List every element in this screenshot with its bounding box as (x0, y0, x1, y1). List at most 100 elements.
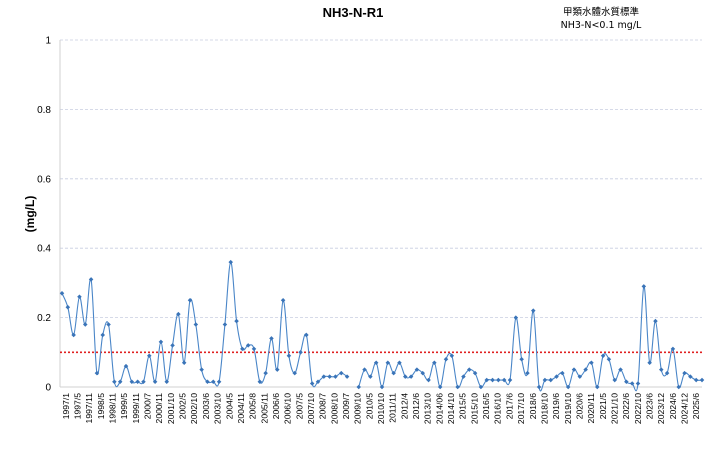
data-point (298, 350, 303, 355)
x-tick-label: 2024/12 (679, 393, 689, 424)
data-point (292, 370, 297, 376)
data-point (653, 318, 658, 324)
data-point (426, 377, 431, 383)
data-point (536, 384, 542, 390)
standard-title: 甲類水體水質標準 (563, 6, 640, 18)
x-tick-label: 2019/10 (563, 393, 573, 424)
x-tick-label: 2001/10 (166, 393, 176, 424)
data-point (531, 308, 536, 313)
x-tick-label: 2015/5 (458, 393, 468, 420)
x-tick-label: 2008/10 (329, 393, 339, 424)
data-point (135, 379, 140, 385)
x-tick-label: 2009/10 (353, 393, 363, 424)
x-tick-label: 2015/10 (469, 393, 479, 424)
data-point (414, 367, 420, 372)
x-tick-label: 1998/11 (108, 393, 118, 424)
data-point (647, 360, 652, 365)
data-point (670, 346, 676, 352)
data-point (286, 353, 292, 359)
data-point (240, 346, 245, 352)
data-point (484, 377, 489, 383)
x-tick-label: 2016/5 (481, 393, 491, 420)
x-tick-label: 2019/6 (551, 393, 561, 420)
data-point (362, 367, 367, 372)
data-point (519, 356, 524, 362)
data-point (595, 384, 600, 390)
data-point (187, 297, 193, 303)
data-point (461, 374, 466, 379)
data-point (624, 379, 629, 385)
x-tick-label: 2005/11 (259, 393, 269, 424)
data-point (408, 374, 414, 379)
data-point (339, 370, 344, 376)
data-point (699, 377, 705, 383)
data-point (490, 377, 495, 383)
y-tick-label: 0.2 (37, 313, 51, 324)
data-point (199, 367, 204, 372)
data-point (356, 384, 361, 390)
data-point (269, 336, 274, 341)
data-point (315, 379, 321, 385)
x-tick-label: 2012/6 (411, 393, 421, 420)
x-tick-label: 1997/11 (84, 393, 94, 424)
data-point (112, 379, 117, 385)
x-tick-label: 2005/8 (248, 393, 258, 420)
data-point (158, 339, 164, 345)
series-markers (59, 259, 705, 390)
data-point (688, 374, 693, 379)
x-tick-label: 2017/10 (516, 393, 526, 424)
data-point (257, 379, 263, 385)
y-tick-label: 0 (45, 383, 51, 394)
data-point (501, 377, 507, 383)
x-tick-label: 2025/6 (691, 393, 701, 420)
data-point (472, 370, 478, 376)
data-point (664, 370, 670, 376)
x-tick-label: 2003/10 (213, 393, 223, 424)
data-point (525, 370, 530, 376)
x-tick-label: 2014/06 (434, 393, 444, 424)
x-tick-label: 2002/5 (178, 393, 188, 420)
x-tick-label: 2006/6 (271, 393, 281, 420)
data-point (600, 353, 606, 359)
data-point (420, 370, 425, 376)
x-tick-label: 2000/11 (154, 393, 164, 424)
data-point (693, 377, 699, 383)
data-point (94, 370, 100, 376)
x-tick-label: 1999/5 (119, 393, 129, 420)
x-tick-label: 2003/6 (201, 393, 211, 420)
data-point (560, 370, 565, 376)
data-point (327, 374, 332, 379)
data-point (659, 367, 664, 372)
x-tick-label: 2023/12 (656, 393, 666, 424)
data-point (176, 311, 181, 317)
x-tick-label: 2011/11 (388, 393, 398, 423)
data-point (612, 377, 617, 383)
x-tick-label: 2002/10 (189, 393, 199, 424)
x-axis-ticks: 1997/1 1997/5 1997/11 1998/5 1998/11 1999/5 19… (61, 393, 701, 424)
x-tick-label: 2013/10 (423, 393, 433, 424)
data-point (432, 360, 437, 365)
x-tick-label: 2008/7 (318, 393, 328, 420)
data-point (606, 356, 612, 362)
data-point (117, 379, 123, 385)
data-point (554, 374, 559, 379)
x-tick-label: 2004/11 (236, 393, 246, 424)
data-point (321, 374, 327, 379)
data-point (618, 367, 623, 372)
x-tick-label: 2018/10 (539, 393, 549, 424)
x-tick-label: 1999/11 (131, 393, 141, 424)
data-point (344, 374, 350, 379)
data-point (507, 377, 513, 383)
x-tick-label: 2021/10 (609, 393, 619, 424)
x-tick-label: 2007/5 (294, 393, 304, 420)
y-tick-label: 0.8 (37, 105, 51, 116)
x-tick-label: 2000/7 (143, 393, 153, 420)
x-tick-label: 2022/10 (633, 393, 643, 424)
data-point (379, 384, 385, 390)
data-point (397, 360, 402, 365)
x-tick-label: 2023/6 (644, 393, 654, 420)
x-tick-label: 2016/10 (493, 393, 503, 424)
x-tick-label: 2018/6 (528, 393, 538, 420)
